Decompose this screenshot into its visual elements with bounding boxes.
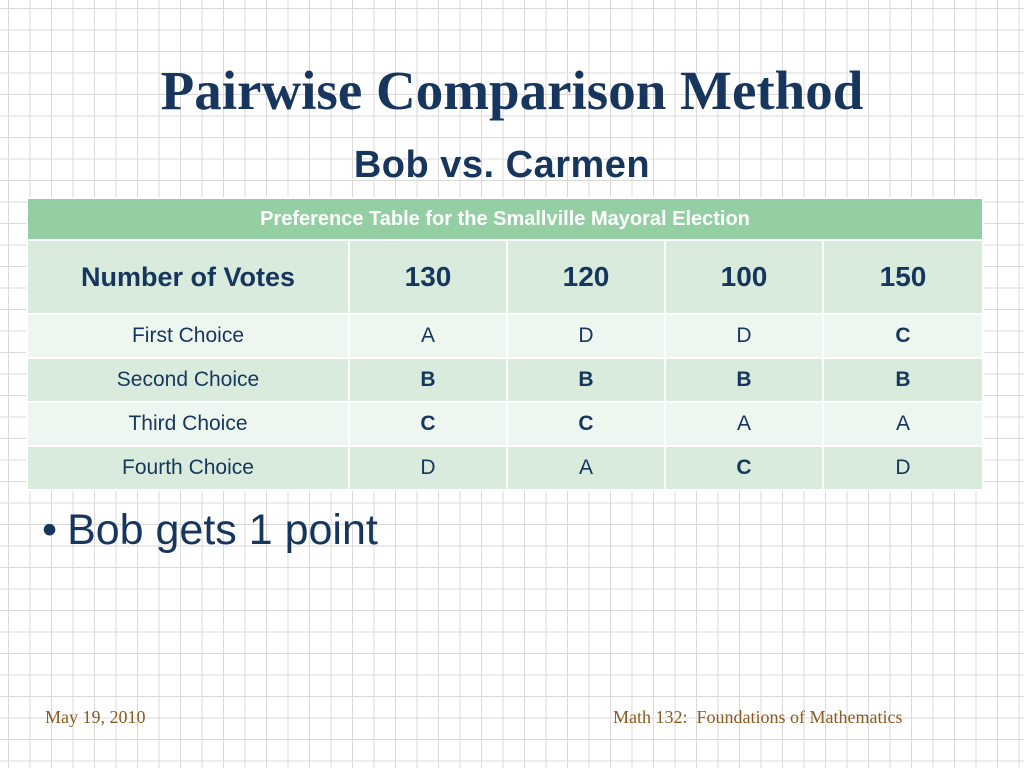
header-votes-col-2: 120: [506, 239, 666, 315]
header-votes-col-4: 150: [821, 239, 985, 315]
table-cell: B: [506, 357, 666, 403]
table-cell: D: [664, 313, 824, 359]
slide-subtitle: Bob vs. Carmen: [353, 144, 651, 186]
footer-course: Math 132: Foundations of Mathematics: [613, 707, 903, 727]
preference-table: Preference Table for the Smallville Mayo…: [25, 197, 985, 491]
header-number-of-votes: Number of Votes: [26, 239, 350, 315]
table-cell: B: [821, 357, 985, 403]
table-cell: C: [506, 401, 666, 447]
table-cell: A: [821, 401, 985, 447]
table-cell: A: [664, 401, 824, 447]
table-header-row: Number of Votes 130 120 100 150: [26, 239, 985, 315]
table-cell: C: [821, 313, 985, 359]
bullet-point: • Bob gets 1 point: [42, 500, 378, 560]
table-cell: A: [506, 445, 666, 491]
slide-title: Pairwise Comparison Method: [160, 60, 864, 121]
table-cell: D: [348, 445, 508, 491]
row-label: Fourth Choice: [26, 445, 350, 491]
header-votes-col-1: 130: [348, 239, 508, 315]
header-votes-col-3: 100: [664, 239, 824, 315]
table-cell: D: [506, 313, 666, 359]
row-label: First Choice: [26, 313, 350, 359]
table-cell: C: [348, 401, 508, 447]
bullet-marker: •: [42, 506, 58, 554]
table-cell: A: [348, 313, 508, 359]
row-label: Second Choice: [26, 357, 350, 403]
table-cell: B: [664, 357, 824, 403]
footer-date: May 19, 2010: [45, 707, 146, 727]
table-caption: Preference Table for the Smallville Mayo…: [25, 197, 985, 241]
table-cell: B: [348, 357, 508, 403]
bullet-text: Bob gets 1 point: [67, 506, 378, 554]
table-row: Second Choice B B B B: [26, 357, 985, 403]
table-cell: C: [664, 445, 824, 491]
row-label: Third Choice: [26, 401, 350, 447]
table-cell: D: [821, 445, 985, 491]
table-row: Fourth Choice D A C D: [26, 445, 985, 491]
table-row: First Choice A D D C: [26, 313, 985, 359]
table-row: Third Choice C C A A: [26, 401, 985, 447]
table-caption-row: Preference Table for the Smallville Mayo…: [25, 197, 985, 241]
